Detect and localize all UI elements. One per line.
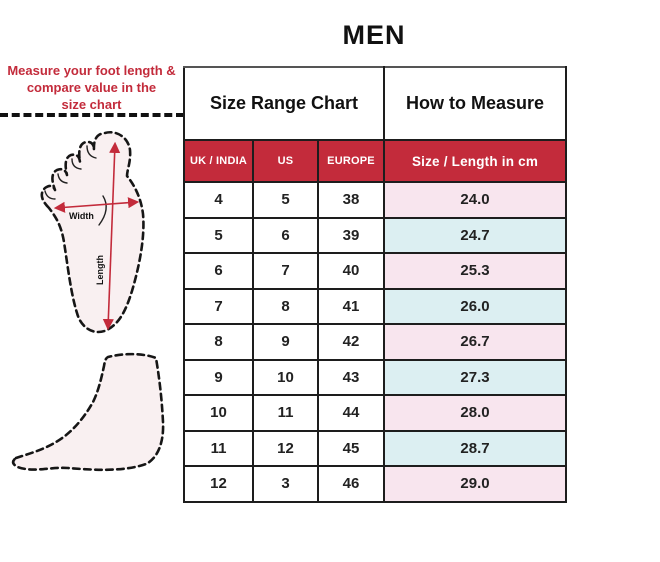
length-cm-cell: 24.0	[383, 181, 567, 219]
footprint-outline	[40, 130, 145, 334]
us-cell: 6	[252, 216, 319, 254]
uk-india-cell: 10	[183, 394, 254, 432]
us-cell: 12	[252, 429, 319, 467]
length-label: Length	[95, 255, 105, 285]
europe-cell: 39	[317, 216, 385, 254]
unit-header-row: UK / INDIA US EUROPE Size / Length in cm	[183, 139, 567, 183]
table-row: 11 12 45 28.7	[183, 429, 567, 467]
width-label: Width	[69, 211, 94, 221]
length-cm-cell: 28.0	[383, 394, 567, 432]
how-to-measure-header: How to Measure	[383, 66, 567, 141]
size-range-table: Size Range Chart How to Measure UK / IND…	[183, 66, 567, 503]
europe-cell: 41	[317, 287, 385, 325]
us-cell: 10	[252, 358, 319, 396]
uk-india-cell: 4	[183, 181, 254, 219]
foot-side-outline	[11, 352, 165, 472]
column-header-uk-india: UK / INDIA	[183, 139, 254, 183]
length-cm-cell: 27.3	[383, 358, 567, 396]
length-cm-cell: 26.0	[383, 287, 567, 325]
us-cell: 11	[252, 394, 319, 432]
table-row: 4 5 38 24.0	[183, 181, 567, 219]
column-header-us: US	[252, 139, 319, 183]
foot-side-view-diagram	[11, 352, 165, 472]
table-row: 9 10 43 27.3	[183, 358, 567, 396]
uk-india-cell: 12	[183, 465, 254, 503]
length-cm-cell: 29.0	[383, 465, 567, 503]
width-measure-arrow	[53, 197, 140, 213]
europe-cell: 43	[317, 358, 385, 396]
toe-detail-lines	[44, 145, 97, 200]
europe-cell: 42	[317, 323, 385, 361]
us-cell: 5	[252, 181, 319, 219]
us-cell: 9	[252, 323, 319, 361]
length-cm-cell: 24.7	[383, 216, 567, 254]
dashed-separator-line	[0, 113, 184, 117]
us-cell: 7	[252, 252, 319, 290]
column-header-europe: EUROPE	[317, 139, 385, 183]
uk-india-cell: 5	[183, 216, 254, 254]
uk-india-cell: 8	[183, 323, 254, 361]
europe-cell: 45	[317, 429, 385, 467]
size-range-chart-header: Size Range Chart	[183, 66, 385, 141]
europe-cell: 38	[317, 181, 385, 219]
instruction-line: size chart	[61, 97, 122, 113]
table-row: 5 6 39 24.7	[183, 216, 567, 254]
uk-india-cell: 9	[183, 358, 254, 396]
table-row: 7 8 41 26.0	[183, 287, 567, 325]
table-row: 10 11 44 28.0	[183, 394, 567, 432]
length-cm-cell: 28.7	[383, 429, 567, 467]
uk-india-cell: 7	[183, 287, 254, 325]
measure-instruction-text: Measure your foot length & compare value…	[0, 62, 183, 113]
table-row: 8 9 42 26.7	[183, 323, 567, 361]
us-cell: 3	[252, 465, 319, 503]
table-row: 6 7 40 25.3	[183, 252, 567, 290]
page-title: MEN	[342, 20, 406, 50]
instruction-line: compare value in the	[26, 80, 157, 96]
table-row: 12 3 46 29.0	[183, 465, 567, 503]
europe-cell: 46	[317, 465, 385, 503]
instruction-line: Measure your foot length &	[7, 63, 176, 78]
uk-india-cell: 6	[183, 252, 254, 290]
europe-cell: 44	[317, 394, 385, 432]
europe-cell: 40	[317, 252, 385, 290]
foot-top-view-diagram: Width Length	[40, 130, 145, 334]
length-cm-cell: 26.7	[383, 323, 567, 361]
size-table-body: 4 5 38 24.0 5 6 39 24.7 6 7 40 25.3 7 8 41 26.0 8 9 42 26.7…	[183, 181, 567, 503]
group-header-row: Size Range Chart How to Measure	[183, 66, 567, 141]
length-measure-arrow	[102, 141, 121, 331]
uk-india-cell: 11	[183, 429, 254, 467]
length-cm-cell: 25.3	[383, 252, 567, 290]
column-header-length-cm: Size / Length in cm	[383, 139, 567, 183]
us-cell: 8	[252, 287, 319, 325]
